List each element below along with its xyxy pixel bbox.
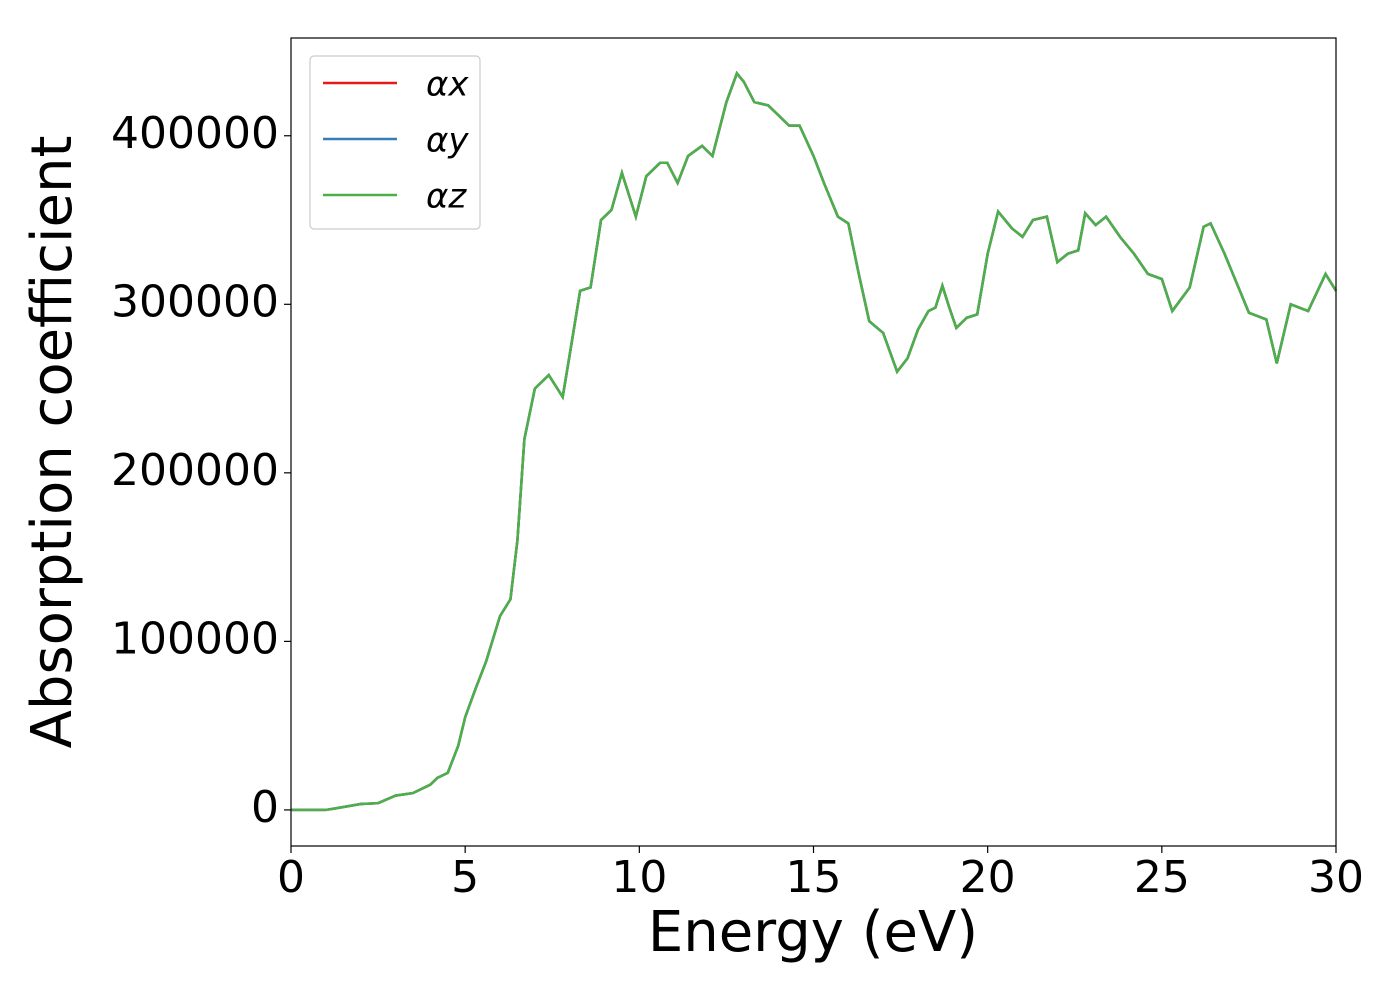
x-tick-label: 10 xyxy=(611,852,667,903)
x-tick-label: 15 xyxy=(786,852,842,903)
x-tick-label: 25 xyxy=(1134,852,1190,903)
legend: αx αy αz xyxy=(309,55,481,230)
y-tick-label: 200000 xyxy=(111,445,279,496)
y-tick-label: 300000 xyxy=(111,276,279,327)
x-tick-label: 5 xyxy=(451,852,479,903)
data-line xyxy=(291,70,1338,812)
y-axis-label: Absorption coefficient xyxy=(20,136,85,749)
legend-label: αx xyxy=(426,65,469,105)
y-tick-label: 0 xyxy=(251,782,279,833)
plot-frame xyxy=(290,37,1337,847)
y-tick-label: 100000 xyxy=(111,613,279,664)
legend-box xyxy=(309,55,481,230)
x-tick-label: 30 xyxy=(1308,852,1364,903)
legend-label: αz xyxy=(426,177,467,217)
y-tick-label: 400000 xyxy=(111,108,279,159)
x-axis-label: Energy (eV) xyxy=(648,900,978,965)
legend-label: αy xyxy=(426,121,469,161)
x-tick-label: 0 xyxy=(277,852,305,903)
x-tick-label: 20 xyxy=(960,852,1016,903)
